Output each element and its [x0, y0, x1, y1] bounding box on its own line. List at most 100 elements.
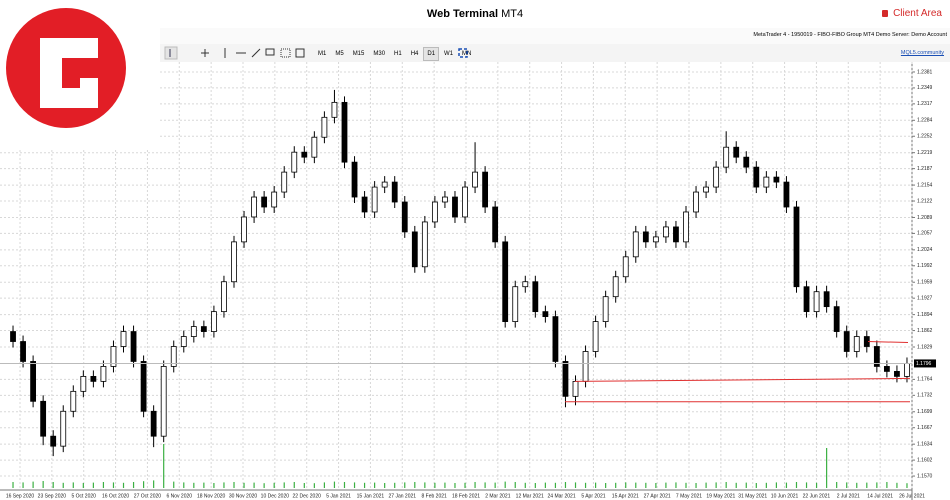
volume-bar	[112, 482, 115, 488]
x-tick-label: 16 Oct 2020	[102, 493, 129, 499]
x-tick-label: 10 Jun 2021	[771, 493, 799, 499]
volume-bar	[32, 481, 34, 488]
volume-bar	[12, 482, 14, 488]
timeframe-button[interactable]: M5	[335, 51, 344, 57]
candle-body	[401, 201, 408, 233]
y-tick-label: 1.2057	[917, 231, 933, 237]
candle-body	[261, 196, 268, 208]
current-price-box	[914, 359, 936, 368]
candle-body	[673, 226, 679, 243]
volume-bar	[765, 482, 767, 488]
x-tick-label: 22 Jun 2021	[803, 493, 831, 499]
x-tick-label: 15 Apr 2021	[612, 493, 639, 499]
candle-body	[462, 186, 468, 218]
y-tick-label: 1.1862	[917, 328, 933, 334]
timeframe-button[interactable]: M1	[318, 51, 327, 57]
candle-body	[30, 361, 37, 402]
tool-button[interactable]	[164, 46, 178, 60]
candle-body	[642, 231, 649, 243]
candle-body	[371, 186, 378, 213]
candle-body	[813, 291, 820, 313]
client-area-link[interactable]: Client Area	[882, 8, 942, 19]
icon	[265, 48, 275, 56]
candle-body	[170, 346, 177, 367]
volume-bar	[474, 482, 476, 488]
timeframe-button[interactable]: M15	[352, 51, 365, 57]
candle-body	[281, 171, 288, 193]
candle-body	[160, 366, 167, 437]
candle-body	[271, 191, 278, 208]
volume-bar	[715, 482, 717, 488]
volume-bar	[896, 482, 898, 488]
candle-body	[311, 136, 318, 158]
volume-bar	[283, 482, 285, 488]
x-tick-label: 7 May 2021	[676, 493, 702, 499]
x-tick-label: 14 Jul 2021	[867, 493, 893, 499]
volume-bar	[524, 482, 526, 488]
y-tick-label: 1.1570	[917, 473, 933, 479]
candle-body	[532, 281, 539, 313]
volume-bar	[394, 482, 396, 488]
volume-bar	[846, 482, 848, 488]
volume-bar	[303, 483, 305, 488]
volume-bar	[353, 482, 356, 488]
y-tick-label: 1.2089	[917, 215, 933, 221]
volume-bar	[735, 482, 737, 488]
x-tick-label: 5 Oct 2020	[71, 493, 96, 499]
x-tick-label: 26 Jul 2021	[899, 493, 925, 499]
volume-bar	[374, 482, 376, 488]
volume-bar	[183, 482, 185, 488]
candle-body	[843, 331, 850, 352]
candle-body	[652, 236, 659, 243]
candle-body	[803, 286, 810, 313]
candle-body	[231, 241, 237, 283]
candle-body	[80, 375, 87, 392]
volume-bar	[826, 448, 828, 488]
fullscreen-icon[interactable]	[457, 47, 469, 59]
volume-bar	[615, 482, 617, 488]
timeframe-button[interactable]: D1	[423, 47, 440, 61]
volume-bar	[795, 482, 798, 488]
title-main: Web Terminal	[426, 8, 499, 20]
community-link[interactable]: MQL5.community	[900, 50, 944, 56]
y-tick-label: 1.2381	[917, 69, 933, 75]
volume-bar	[253, 482, 255, 488]
candle-body	[391, 181, 398, 203]
candle-body	[894, 371, 900, 377]
x-tick-label: 18 Nov 2020	[197, 493, 226, 499]
candle-body	[190, 326, 197, 337]
candle-body	[632, 231, 639, 258]
volume-bar	[645, 482, 647, 488]
candle-body	[683, 211, 689, 243]
candle-body	[421, 221, 428, 268]
candle-body	[150, 410, 157, 437]
x-tick-label: 10 Dec 2020	[261, 493, 290, 499]
volume-bar	[263, 483, 265, 488]
volume-bar	[62, 482, 64, 488]
candle-body	[592, 321, 599, 352]
volume-bar	[434, 482, 436, 488]
volume-bar	[665, 482, 667, 488]
volume-bar	[625, 482, 627, 488]
candle-body	[90, 375, 97, 382]
toolbar: M1 M5 M15 M30 H1 H4 D1 W1 MN MQL5.community	[0, 44, 950, 63]
timeframe-button[interactable]: H4	[410, 51, 419, 57]
title-sub: MT4	[501, 8, 524, 20]
candle-body	[572, 380, 579, 397]
timeframe-button[interactable]: W1	[444, 51, 454, 57]
volume-bar	[333, 481, 336, 488]
candle-body	[301, 151, 308, 158]
candle-body	[351, 161, 358, 198]
x-tick-label: 6 Nov 2020	[166, 493, 192, 499]
x-tick-label: 5 Jan 2021	[326, 493, 351, 499]
volume-bar	[574, 482, 577, 488]
y-tick-label: 1.2219	[917, 150, 933, 156]
candle-body	[482, 171, 489, 208]
timeframe-button[interactable]: M30	[373, 51, 386, 57]
candle-body	[291, 151, 298, 173]
y-tick-label: 1.2317	[917, 101, 933, 107]
y-tick-label: 1.2122	[917, 198, 933, 204]
timeframe-button[interactable]: H1	[394, 51, 402, 57]
candle-body	[221, 281, 227, 313]
